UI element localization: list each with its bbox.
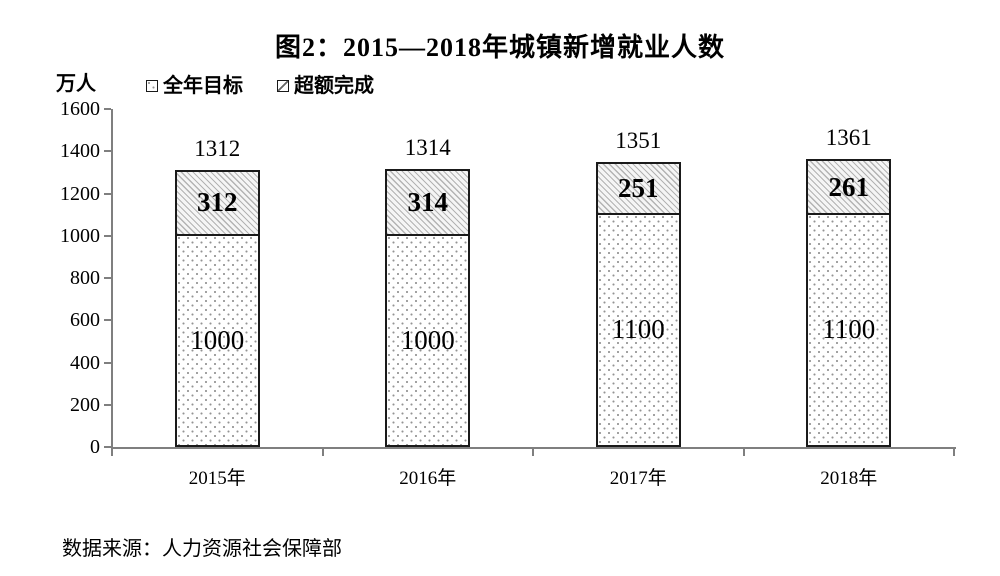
y-axis-tick [104,150,111,153]
bar-segment-value: 312 [197,187,238,218]
legend: 全年目标 超额完成 [146,76,374,96]
y-axis-tick-label: 1600 [60,98,100,120]
y-axis-tick-label: 0 [90,436,100,458]
x-axis-tick [953,449,955,456]
y-axis-tick [104,403,111,406]
bar-segment-hatch-2017年: 251 [595,161,681,215]
bar-segment-value: 1100 [822,314,876,345]
x-axis-tick [321,449,324,456]
legend-label-target: 全年目标 [163,75,243,97]
y-axis-tick [104,108,111,110]
x-axis-category-label: 2016年 [399,468,457,489]
bar-segment-dots-2015年: 1000 [174,235,260,447]
legend-item-target: 全年目标 [146,76,243,96]
bar-segment-hatch-2015年: 312 [174,169,260,236]
y-axis-tick [104,319,111,322]
bar-total-label: 1351 [615,127,662,153]
bar-total-label: 1361 [825,125,872,151]
bar-total-label: 1312 [194,135,241,161]
x-axis-line [111,447,956,449]
bar-segment-dots-2018年: 1100 [806,214,892,447]
chart-title: 图2：2015—2018年城镇新增就业人数 [274,33,725,62]
bar-segment-value: 261 [828,171,870,202]
bar-total-label: 1314 [404,135,451,161]
legend-label-exceeded: 超额完成 [294,75,374,97]
hatched-swatch-icon [277,80,289,92]
y-axis-line [111,109,113,449]
y-axis-tick-label: 400 [70,351,100,374]
bar-segment-value: 1000 [190,324,245,355]
x-axis-category-label: 2015年 [188,468,246,489]
x-axis-tick [532,449,534,456]
bar-segment-hatch-2016年: 314 [385,169,471,236]
bar-segment-value: 251 [618,172,659,203]
bar-segment-dots-2017年: 1100 [595,214,681,447]
bar-segment-value: 1100 [611,314,665,345]
y-axis-tick [104,361,111,364]
y-axis-unit-label: 万人 [56,73,96,95]
y-axis-tick-label: 200 [70,393,100,416]
x-axis-tick [111,449,113,456]
y-axis-tick-label: 1000 [60,224,100,247]
bar-segment-value: 314 [407,187,449,218]
x-axis-tick [742,449,745,456]
y-axis-tick [104,234,111,237]
y-axis-tick [104,277,111,279]
legend-item-exceeded: 超额完成 [277,76,374,96]
y-axis-tick-label: 600 [70,309,100,332]
y-axis-tick [104,192,111,195]
y-axis-tick-label: 800 [70,267,100,289]
bar-segment-value: 1000 [400,324,455,355]
x-axis-category-label: 2017年 [609,468,667,489]
bar-segment-dots-2016年: 1000 [385,235,471,447]
dotted-swatch-icon [146,80,158,92]
y-axis-tick [104,446,111,448]
data-source-note: 数据来源：人力资源社会保障部 [62,538,342,560]
y-axis-tick-label: 1400 [60,140,100,163]
y-axis-tick-label: 1200 [60,182,100,205]
x-axis-category-label: 2018年 [820,468,878,489]
bar-segment-hatch-2018年: 261 [806,159,892,215]
